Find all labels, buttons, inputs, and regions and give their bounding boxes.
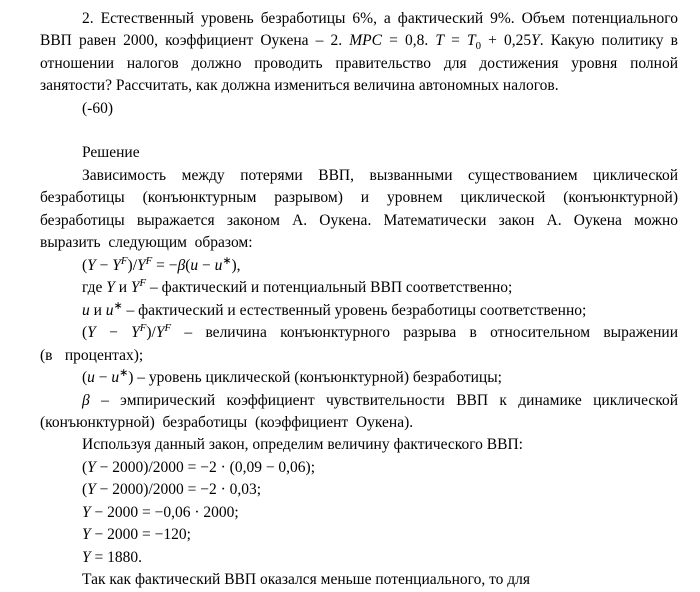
answer-value: (-60) (40, 98, 678, 120)
definition-y: где Y и YF – фактический и потенциальный… (40, 277, 678, 299)
solution-para-3: Так как фактический ВВП оказался меньше … (40, 569, 678, 591)
solution-para-1: Зависимость между потерями ВВП, вызванны… (40, 165, 678, 255)
calc-line-2: (Y − 2000)/2000 = −2 · 0,03; (40, 479, 678, 501)
calc-line-5: Y = 1880. (40, 547, 678, 569)
problem-statement: 2. Естественный уровень безработицы 6%, … (40, 8, 678, 98)
calc-line-4: Y − 2000 = −120; (40, 524, 678, 546)
solution-para-2: Используя данный закон, определим величи… (40, 434, 678, 456)
calc-line-3: Y − 2000 = −0,06 · 2000; (40, 502, 678, 524)
definition-gap: (Y − YF)/YF – величина конъюнктурного ра… (40, 322, 678, 367)
spacer (40, 120, 678, 142)
definition-beta: β – эмпирический коэффициент чувствитель… (40, 390, 678, 435)
calc-line-1: (Y − 2000)/2000 = −2 · (0,09 − 0,06); (40, 457, 678, 479)
solution-heading: Решение (40, 142, 678, 164)
definition-u: u и u∗ – фактический и естественный уров… (40, 300, 678, 322)
definition-cyclical: (u − u∗) – уровень циклической (конъюнкт… (40, 367, 678, 389)
okun-equation: (Y − YF)/YF = −β(u − u∗), (40, 255, 678, 277)
